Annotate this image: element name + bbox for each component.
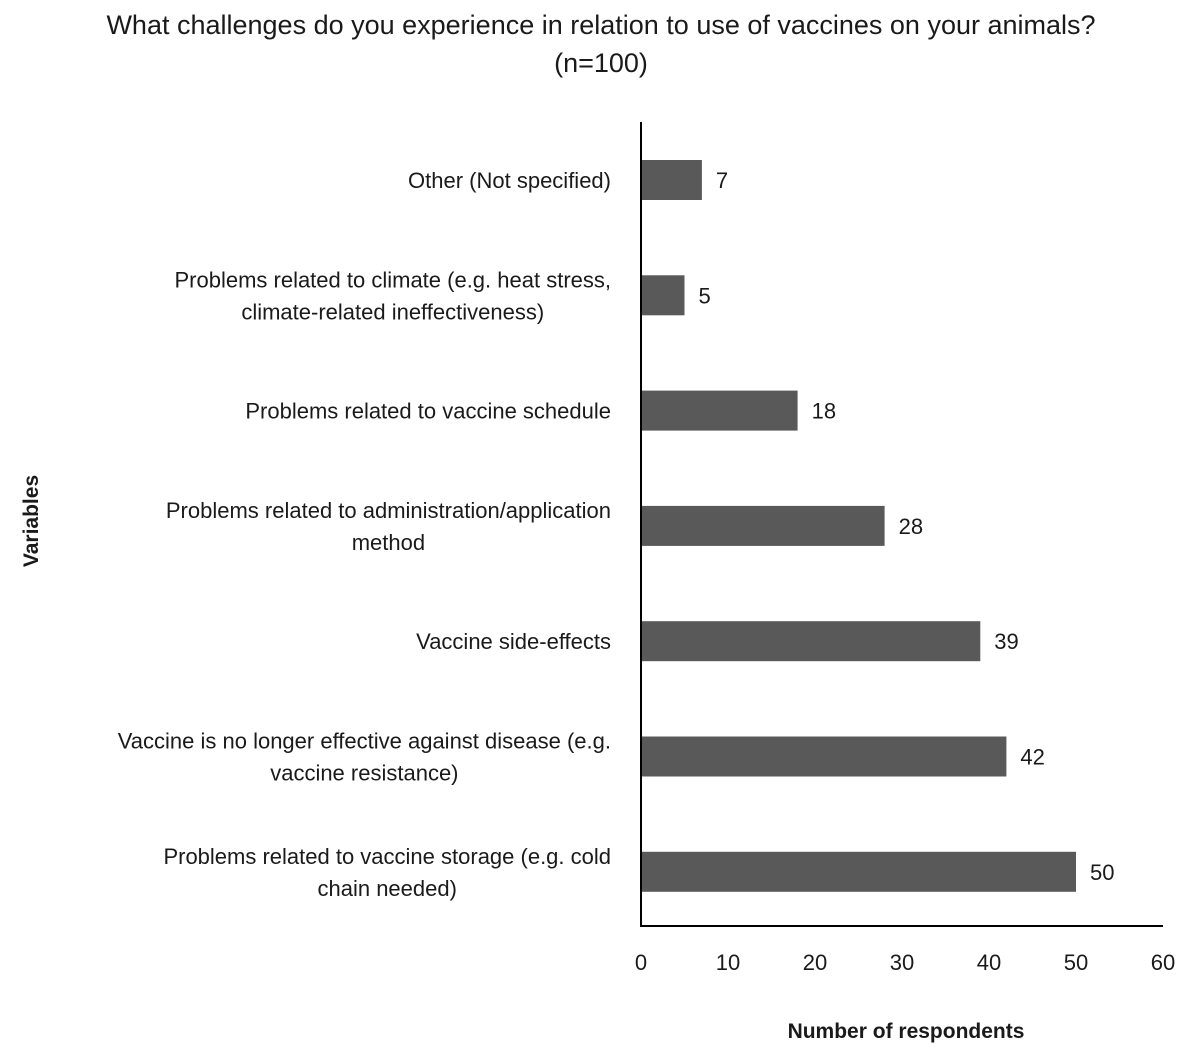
bar	[641, 851, 1076, 892]
category-label: Other (Not specified)	[408, 168, 611, 193]
data-label: 18	[812, 399, 836, 424]
x-tick-label: 30	[890, 950, 914, 975]
data-label: 28	[899, 514, 923, 539]
category-label-line: Problems related to administration/appli…	[166, 498, 611, 523]
data-label: 5	[699, 283, 711, 308]
bar	[641, 390, 798, 431]
category-label-line: Problems related to vaccine schedule	[245, 399, 611, 424]
category-label-line: Vaccine side-effects	[416, 629, 611, 654]
category-label: Problems related to administration/appli…	[166, 498, 611, 555]
category-label: Problems related to climate (e.g. heat s…	[174, 267, 611, 324]
category-label: Vaccine side-effects	[416, 629, 611, 654]
bar	[641, 505, 885, 546]
category-label-line: Problems related to vaccine storage (e.g…	[163, 844, 611, 869]
bar	[641, 160, 702, 200]
bar	[641, 736, 1007, 777]
category-label-line: Vaccine is no longer effective against d…	[118, 729, 611, 754]
x-tick-label: 60	[1151, 950, 1175, 975]
y-axis-title: Variables	[20, 475, 43, 567]
bars-layer: 7 5 18 28 39 42 50	[641, 160, 1114, 892]
x-tick-label: 20	[803, 950, 827, 975]
category-label-line: vaccine resistance)	[270, 761, 458, 786]
bar	[641, 621, 981, 662]
data-label: 50	[1090, 860, 1114, 885]
category-labels: Other (Not specified) Problems related to…	[118, 168, 611, 901]
category-label: Problems related to vaccine storage (e.g…	[163, 844, 611, 901]
category-label-line: method	[352, 530, 425, 555]
category-label: Vaccine is no longer effective against d…	[118, 729, 611, 786]
x-tick-label: 40	[977, 950, 1001, 975]
category-label-line: Other (Not specified)	[408, 168, 611, 193]
x-tick-label: 50	[1064, 950, 1088, 975]
category-label: Problems related to vaccine schedule	[245, 399, 611, 424]
category-label-line: chain needed)	[317, 876, 456, 901]
category-label-line: climate-related ineffectiveness)	[241, 299, 544, 324]
data-label: 39	[994, 629, 1018, 654]
x-tick-labels: 0 10 20 30 40 50 60	[635, 950, 1175, 975]
x-tick-label: 10	[716, 950, 740, 975]
chart-title: What challenges do you experience in rel…	[106, 10, 1096, 78]
data-label: 42	[1020, 745, 1044, 770]
category-label-line: Problems related to climate (e.g. heat s…	[174, 267, 611, 292]
data-label: 7	[716, 168, 728, 193]
x-tick-label: 0	[635, 950, 647, 975]
x-axis-title: Number of respondents	[788, 1020, 1025, 1043]
bar	[641, 275, 685, 316]
